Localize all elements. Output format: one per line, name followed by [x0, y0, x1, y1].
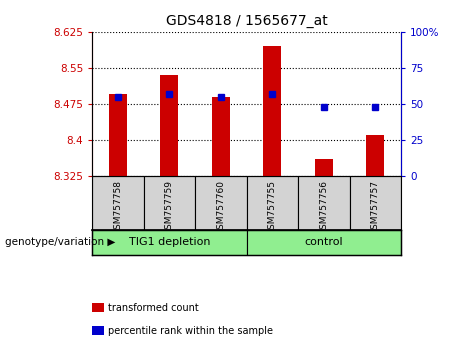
- Bar: [263, 46, 281, 176]
- Bar: [247, 176, 298, 230]
- Text: genotype/variation ▶: genotype/variation ▶: [5, 238, 115, 247]
- Bar: [298, 176, 349, 230]
- Title: GDS4818 / 1565677_at: GDS4818 / 1565677_at: [166, 14, 327, 28]
- Text: GSM757755: GSM757755: [268, 180, 277, 235]
- Bar: [92, 230, 247, 255]
- Bar: [212, 97, 230, 176]
- Text: transformed count: transformed count: [108, 303, 199, 313]
- Bar: [109, 94, 127, 176]
- Text: GSM757756: GSM757756: [319, 180, 328, 235]
- Bar: [160, 75, 178, 176]
- Text: GSM757757: GSM757757: [371, 180, 380, 235]
- Bar: [366, 135, 384, 176]
- Bar: [92, 176, 144, 230]
- Bar: [315, 159, 333, 176]
- Text: percentile rank within the sample: percentile rank within the sample: [108, 326, 273, 336]
- Text: TIG1 depletion: TIG1 depletion: [129, 238, 210, 247]
- Bar: [349, 176, 401, 230]
- Bar: [247, 230, 401, 255]
- Text: control: control: [305, 238, 343, 247]
- Bar: [144, 176, 195, 230]
- Text: GSM757760: GSM757760: [216, 180, 225, 235]
- Bar: [195, 176, 247, 230]
- Text: GSM757759: GSM757759: [165, 180, 174, 235]
- Text: GSM757758: GSM757758: [113, 180, 123, 235]
